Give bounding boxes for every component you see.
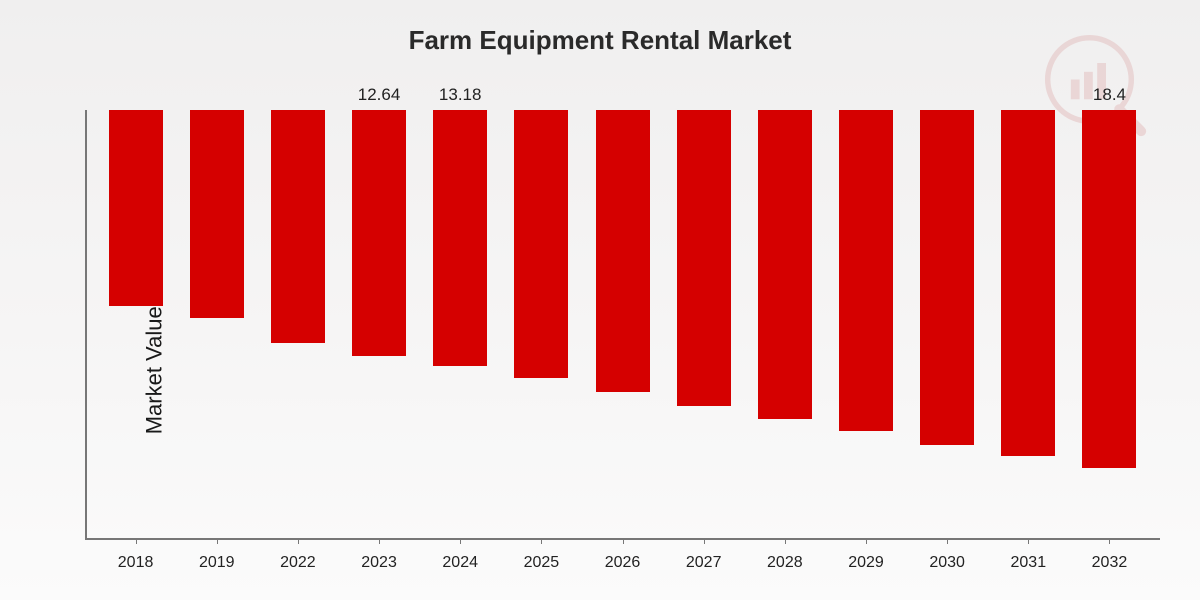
bar — [433, 110, 487, 366]
chart-title: Farm Equipment Rental Market — [0, 25, 1200, 56]
bar-wrap — [176, 110, 257, 538]
bar-wrap: 12.64 — [338, 110, 419, 538]
bar-wrap — [988, 110, 1069, 538]
x-axis-label: 2019 — [176, 554, 257, 572]
bar-inner: 12.64 — [352, 110, 406, 356]
bar-wrap — [663, 110, 744, 538]
bar-wrap — [501, 110, 582, 538]
x-axis-label: 2023 — [338, 554, 419, 572]
bar-wrap: 18.4 — [1069, 110, 1150, 538]
x-tick — [298, 538, 299, 544]
x-axis-labels: 2018201920222023202420252026202720282029… — [85, 554, 1160, 572]
bar — [514, 110, 568, 378]
bar — [109, 110, 163, 306]
bar-inner — [920, 110, 974, 445]
x-axis-label: 2032 — [1069, 554, 1150, 572]
bar — [758, 110, 812, 419]
x-tick — [785, 538, 786, 544]
bar — [271, 110, 325, 343]
bar-inner — [677, 110, 731, 406]
bar — [352, 110, 406, 356]
bar-wrap — [95, 110, 176, 538]
bar-inner — [758, 110, 812, 419]
x-axis-label: 2018 — [95, 554, 176, 572]
x-axis-label: 2024 — [420, 554, 501, 572]
bar — [920, 110, 974, 445]
bar — [1082, 110, 1136, 468]
bar — [1001, 110, 1055, 456]
bar-wrap — [825, 110, 906, 538]
bar — [677, 110, 731, 406]
x-axis-label: 2031 — [988, 554, 1069, 572]
bar-inner — [109, 110, 163, 306]
x-tick — [1109, 538, 1110, 544]
bar-wrap — [907, 110, 988, 538]
bar-inner — [271, 110, 325, 343]
bar — [839, 110, 893, 431]
bar-value-label: 12.64 — [358, 85, 401, 105]
bar-inner: 18.4 — [1082, 110, 1136, 468]
x-tick — [866, 538, 867, 544]
bar-wrap — [744, 110, 825, 538]
bar-inner — [514, 110, 568, 378]
bar-inner — [596, 110, 650, 392]
x-tick — [379, 538, 380, 544]
x-axis-label: 2022 — [257, 554, 338, 572]
bar-wrap: 13.18 — [420, 110, 501, 538]
x-tick — [217, 538, 218, 544]
plot-area: 12.64 13.18 18.4 — [85, 110, 1160, 540]
x-axis-label: 2028 — [744, 554, 825, 572]
bars-container: 12.64 13.18 18.4 — [85, 110, 1160, 538]
x-tick — [704, 538, 705, 544]
bar-inner — [839, 110, 893, 431]
x-tick — [460, 538, 461, 544]
x-axis-label: 2030 — [907, 554, 988, 572]
bar-value-label: 13.18 — [439, 85, 482, 105]
bar-wrap — [582, 110, 663, 538]
x-tick — [136, 538, 137, 544]
x-tick — [623, 538, 624, 544]
x-tick — [541, 538, 542, 544]
bar-wrap — [257, 110, 338, 538]
bar-inner — [1001, 110, 1055, 456]
bar-value-label: 18.4 — [1093, 85, 1126, 105]
x-axis-label: 2026 — [582, 554, 663, 572]
x-tick — [947, 538, 948, 544]
bar — [596, 110, 650, 392]
x-axis-label: 2027 — [663, 554, 744, 572]
x-axis-label: 2025 — [501, 554, 582, 572]
bar-inner — [190, 110, 244, 318]
x-tick — [1028, 538, 1029, 544]
x-axis-label: 2029 — [825, 554, 906, 572]
bar-inner: 13.18 — [433, 110, 487, 366]
bar — [190, 110, 244, 318]
